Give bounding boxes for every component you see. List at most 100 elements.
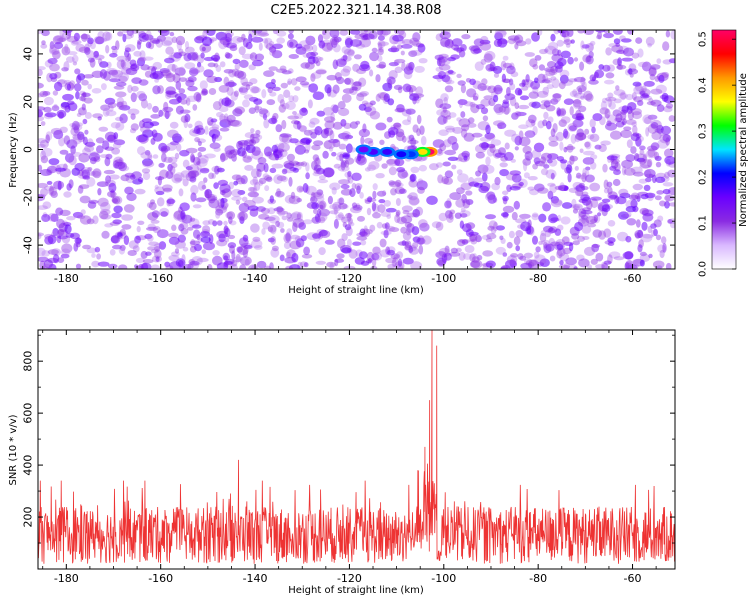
heatmap-cell	[148, 202, 157, 211]
heatmap-cell	[487, 85, 497, 94]
heatmap-cell	[255, 104, 259, 114]
heatmap-cell	[344, 37, 353, 48]
heatmap-cell	[167, 156, 178, 164]
heatmap-cell	[232, 108, 243, 117]
heatmap-cell	[406, 212, 418, 218]
heatmap-cell	[223, 220, 228, 226]
heatmap-cell	[147, 65, 158, 71]
heatmap-cell	[281, 134, 293, 144]
heatmap-cell	[253, 185, 257, 195]
heatmap-cell	[219, 127, 230, 132]
heatmap-cell	[56, 37, 67, 42]
heatmap-cell	[335, 214, 346, 221]
heatmap-cell	[40, 169, 52, 176]
heatmap-cell	[59, 209, 71, 217]
heatmap-cell	[122, 30, 129, 34]
heatmap-cell	[99, 210, 109, 220]
heatmap-cell	[495, 30, 507, 36]
heatmap-cell	[219, 113, 226, 122]
heatmap-cell	[412, 32, 421, 42]
heatmap-cell	[477, 164, 489, 174]
heatmap-cell	[575, 132, 587, 141]
heatmap-cell	[270, 236, 277, 245]
heatmap-cell	[327, 195, 333, 205]
heatmap-cell	[641, 92, 649, 98]
heatmap-cell	[263, 118, 270, 129]
heatmap-cell	[257, 157, 267, 165]
heatmap-cell	[118, 161, 128, 172]
heatmap-cell	[472, 253, 477, 261]
heatmap-cell	[41, 147, 53, 157]
heatmap-cell	[69, 123, 76, 127]
heatmap-cell	[513, 200, 520, 210]
heatmap-cell	[300, 62, 311, 69]
heatmap-cell	[269, 167, 277, 174]
heatmap-cell	[548, 140, 559, 147]
heatmap-cell	[140, 98, 148, 109]
heatmap-cell	[485, 64, 495, 72]
heatmap-cell	[180, 228, 189, 235]
heatmap-cell	[47, 234, 57, 245]
heatmap-cell	[175, 35, 186, 46]
heatmap-cell	[58, 36, 65, 43]
heatmap-cell	[596, 34, 602, 40]
heatmap-cell	[118, 246, 126, 255]
heatmap-cell	[103, 169, 115, 175]
heatmap-cell	[653, 228, 658, 237]
heatmap-cell	[96, 145, 104, 154]
heatmap-cell	[190, 155, 196, 163]
heatmap-cell	[603, 187, 610, 194]
heatmap-cell	[455, 247, 462, 253]
heatmap-cell	[171, 133, 182, 143]
heatmap-cell	[360, 60, 370, 70]
heatmap-cell	[409, 37, 420, 46]
heatmap-cell	[416, 180, 428, 191]
heatmap-cell	[486, 147, 495, 157]
heatmap-cell	[337, 198, 343, 204]
heatmap-cell	[251, 30, 263, 34]
heatmap-cell	[354, 183, 363, 191]
heatmap-cell	[276, 206, 284, 213]
heatmap-cell	[480, 58, 487, 65]
heatmap-cell	[566, 30, 574, 37]
heatmap-cell	[338, 107, 350, 117]
heatmap-cell	[379, 92, 389, 101]
x-tick-label: -120	[337, 272, 362, 285]
heatmap-cell	[195, 93, 202, 103]
heatmap-cell	[202, 220, 211, 226]
heatmap-cell	[616, 64, 627, 70]
heatmap-cell	[518, 130, 524, 140]
heatmap-cell	[548, 237, 556, 248]
heatmap-cell	[607, 220, 616, 227]
heatmap-cell	[313, 191, 325, 199]
heatmap-cell	[39, 139, 49, 149]
heatmap-cell	[360, 136, 365, 146]
heatmap-cell	[638, 178, 648, 184]
heatmap-cell	[580, 194, 590, 202]
heatmap-cell	[369, 51, 380, 62]
heatmap-cell	[78, 107, 87, 116]
heatmap-cell	[239, 264, 247, 269]
heatmap-cell	[552, 123, 558, 133]
heatmap-cell	[225, 42, 237, 49]
snr-panel: -180 -160 -140 -120 -100 -80 -60 200400600800 …	[8, 329, 676, 596]
heatmap-cell	[664, 195, 675, 202]
heatmap-cell	[314, 126, 323, 136]
heatmap-cell	[39, 260, 46, 269]
heatmap-cell	[53, 180, 65, 190]
heatmap-cell	[49, 44, 57, 54]
heatmap-cell	[540, 230, 546, 237]
heatmap-cell	[493, 84, 503, 95]
heatmap-cell	[522, 145, 532, 154]
heatmap-cell	[470, 45, 481, 55]
heatmap-cell	[418, 58, 428, 64]
heatmap-cell	[566, 143, 574, 153]
heatmap-cell	[508, 230, 515, 239]
heatmap-cell	[376, 221, 383, 229]
heatmap-cell	[311, 192, 323, 197]
heatmap-cell	[347, 217, 353, 225]
heatmap-cell	[650, 88, 663, 95]
heatmap-cell	[251, 86, 261, 94]
heatmap-hotspot	[382, 148, 393, 155]
heatmap-cell	[551, 48, 560, 56]
